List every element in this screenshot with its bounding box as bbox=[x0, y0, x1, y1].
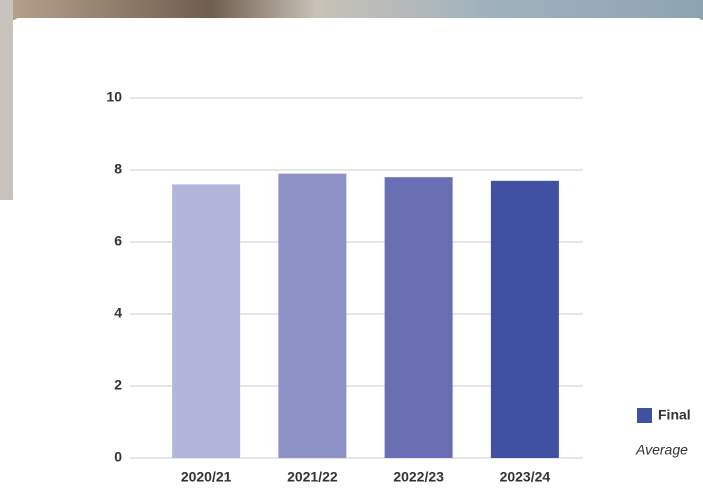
y-tick-label: 8 bbox=[114, 161, 122, 177]
x-tick-label: 2022/23 bbox=[393, 469, 444, 485]
y-tick-label: 0 bbox=[114, 449, 122, 465]
x-tick-label: 2023/24 bbox=[500, 469, 551, 485]
legend-label: Final bbox=[658, 407, 691, 423]
bar bbox=[491, 181, 559, 458]
note: Average bbox=[635, 442, 688, 458]
bar bbox=[172, 184, 240, 458]
x-tick-label: 2021/22 bbox=[287, 469, 338, 485]
background-photo bbox=[0, 0, 13, 200]
x-tick-label: 2020/21 bbox=[181, 469, 232, 485]
y-tick-label: 2 bbox=[114, 377, 122, 393]
y-tick-label: 10 bbox=[106, 89, 122, 105]
page: {"chart_data": {"type": "bar", "categori… bbox=[0, 0, 703, 489]
bar bbox=[278, 174, 346, 458]
chart: Final Average 0 2 4 6 8 10 2020/21 2021/22 2022/… bbox=[0, 0, 703, 489]
bar bbox=[385, 177, 453, 458]
legend-swatch bbox=[637, 408, 652, 423]
y-tick-label: 4 bbox=[114, 305, 122, 321]
background-photo bbox=[0, 0, 703, 20]
y-tick-label: 6 bbox=[114, 233, 122, 249]
